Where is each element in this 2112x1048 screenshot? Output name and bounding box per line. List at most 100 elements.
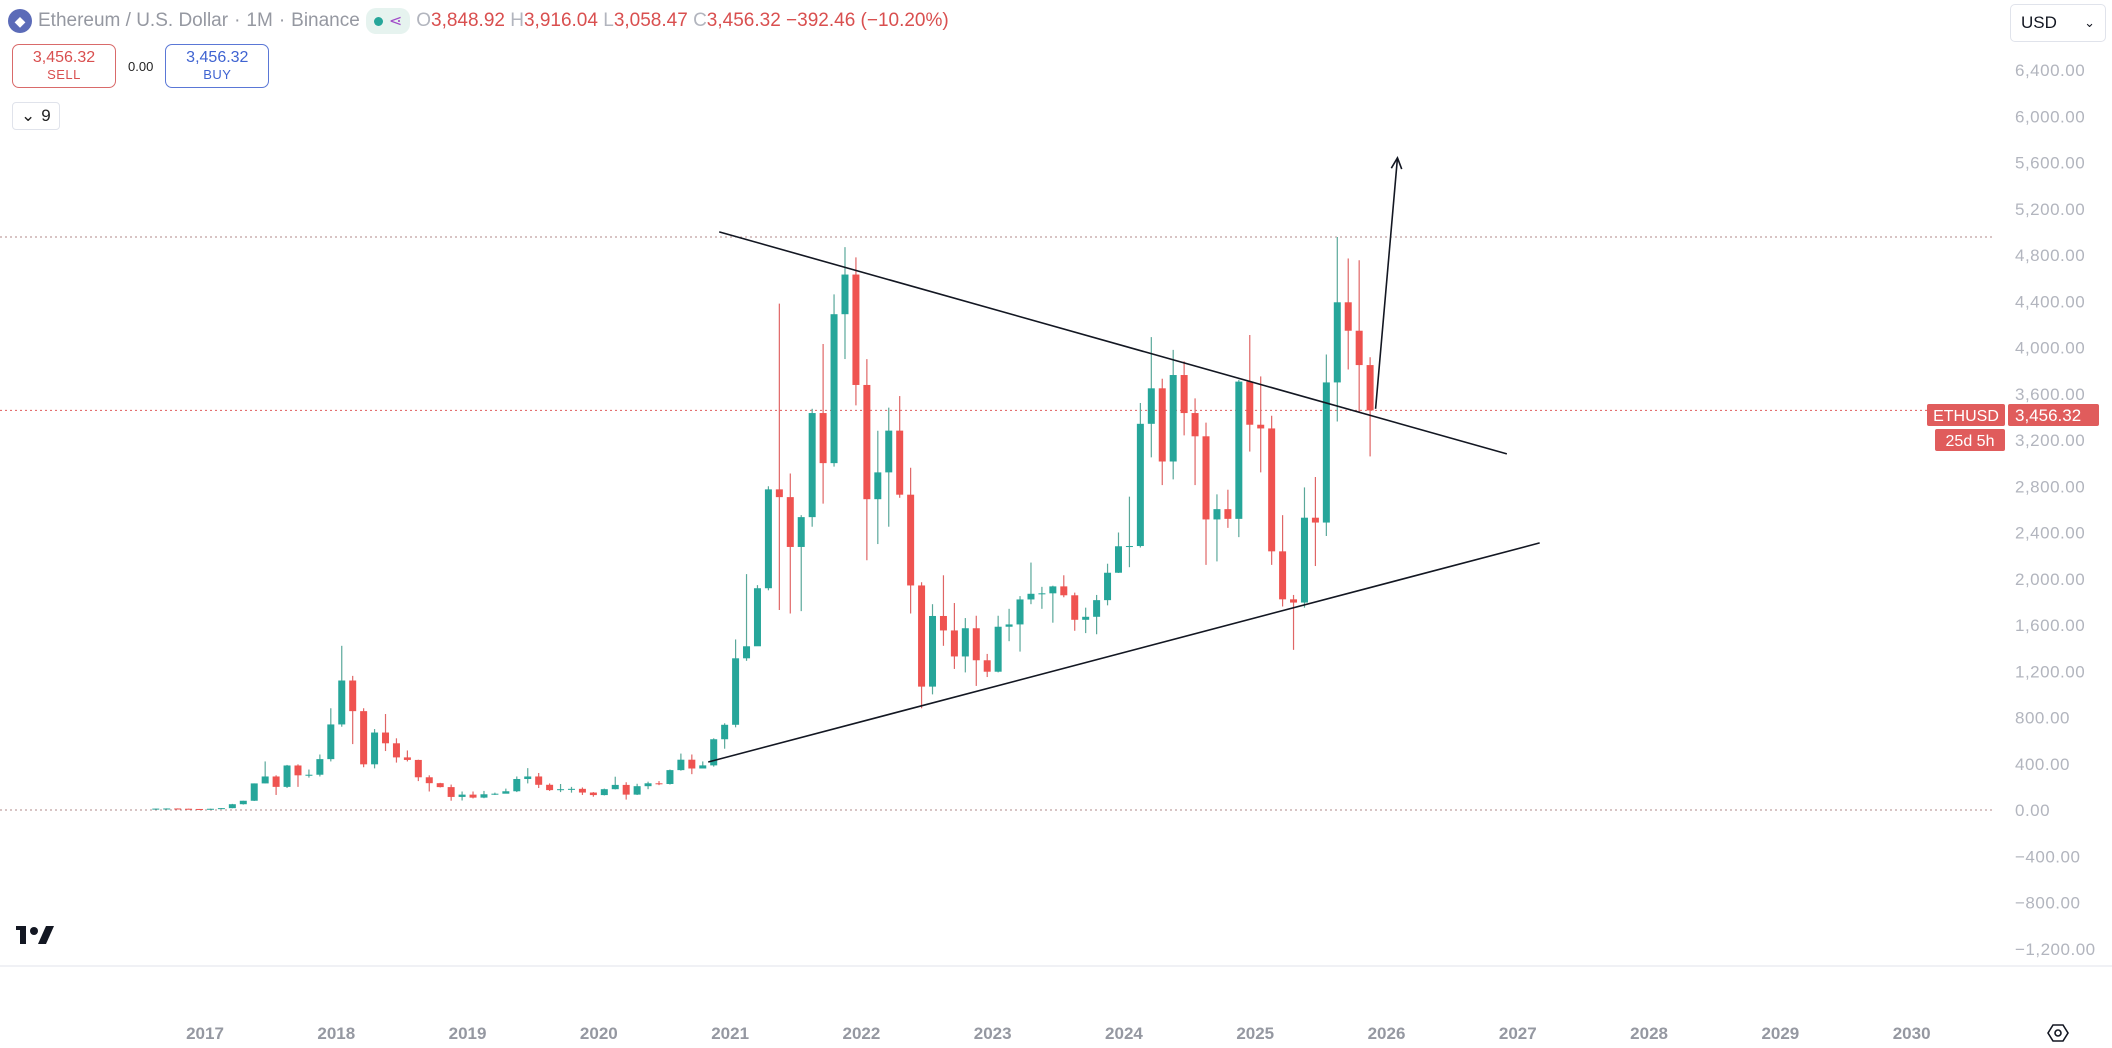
buy-button[interactable]: 3,456.32 BUY [165,44,270,88]
candle [546,783,554,791]
y-axis-tick-label: 4,000.00 [2015,339,2085,358]
candle [1202,422,1210,565]
sell-label: SELL [47,67,81,82]
candle [152,808,160,810]
candle-body [743,646,751,659]
candle-body [1005,624,1013,627]
candle-body [447,787,455,797]
currency-select[interactable]: USD ⌄ [2010,4,2106,42]
interval[interactable]: 1M [246,10,273,31]
candle [797,515,805,612]
candle-body [1279,551,1287,600]
currency-value: USD [2021,13,2057,32]
candle-body [403,757,411,760]
candle [1093,594,1101,635]
candle-body [458,794,466,797]
candle [874,430,882,545]
candle [743,574,751,661]
current-price-label: ETHUSD 3,456.32 25d 5h [1927,404,2099,451]
candle-body [907,494,915,586]
candle-body [1060,586,1068,596]
x-axis-tick-label: 2026 [1368,1024,1406,1043]
candle [382,714,390,752]
candle-body [929,615,937,687]
y-axis-tick-label: 3,200.00 [2015,431,2085,450]
candle [1366,357,1374,457]
candle-body [622,784,630,795]
chevron-down-icon: ⌄ [21,106,36,125]
candle [830,294,838,467]
candle-countdown: 25d 5h [1946,433,1995,450]
indicators-toggle-button[interactable]: ⌄ 9 [12,102,60,130]
candle [961,618,969,673]
candle-body [808,413,816,518]
candle [1191,398,1199,486]
symbol-title[interactable]: Ethereum / U.S. Dollar [38,10,229,31]
candle [557,783,565,793]
candle [360,708,368,768]
candle [939,575,947,646]
candle [1104,563,1112,606]
candle [1246,335,1254,452]
candle [589,792,597,797]
sell-button[interactable]: 3,456.32 SELL [12,44,116,88]
candle [1169,349,1177,480]
y-axis-tick-label: 5,200.00 [2015,200,2085,219]
y-axis-tick-label: 6,000.00 [2015,107,2085,126]
countdown-badge [1935,429,2005,451]
candle-body [775,489,783,498]
candle-body [557,789,565,791]
candle [196,808,204,810]
candle-body [152,808,160,810]
candle-body [436,783,444,788]
candle [349,675,357,745]
tradingview-logo[interactable] [16,926,54,944]
candle [600,788,608,796]
chart-settings-icon[interactable] [2047,1024,2069,1042]
candle [819,344,827,504]
y-axis-tick-label: 1,200.00 [2015,662,2085,681]
candle-body [206,808,214,810]
y-axis-tick-label: 400.00 [2015,755,2070,774]
y-axis-tick-label: −400.00 [2015,847,2080,866]
candle-body [185,808,193,810]
candle [1311,477,1319,567]
candle [721,723,729,749]
high-value: 3,916.04 [523,10,598,31]
y-axis-tick-label: −800.00 [2015,894,2080,913]
candle [1213,494,1221,562]
candle-body [863,384,871,500]
candle [174,808,182,810]
candle [458,791,466,801]
candle [1224,489,1232,528]
indicators-count: 9 [41,106,51,125]
candle-body [163,808,171,810]
x-axis-tick-label: 2022 [842,1024,880,1043]
spread-value: 0.00 [128,58,154,74]
candle-body [228,804,236,809]
candle-body [360,711,368,765]
arrow-head-icon [1390,156,1403,170]
candle [185,808,193,810]
candle-body [392,743,400,758]
candle-body [261,776,269,784]
candle [1235,379,1243,538]
candle [524,768,532,784]
candle [1257,376,1265,473]
exchange[interactable]: Binance [291,10,360,31]
candle [305,769,313,778]
candle-body [1322,382,1330,523]
y-axis-tick-label: 2,800.00 [2015,477,2085,496]
low-label: L [603,10,614,31]
candle-body [600,789,608,796]
candle-body [983,660,991,672]
candle-body [786,497,794,547]
candle-body [644,783,652,787]
y-axis-tick-label: 4,400.00 [2015,292,2085,311]
status-pill[interactable]: ⋖ [365,8,411,34]
candle [414,759,422,782]
candle [567,786,575,793]
candle [732,639,740,728]
candle-body [1268,428,1276,552]
